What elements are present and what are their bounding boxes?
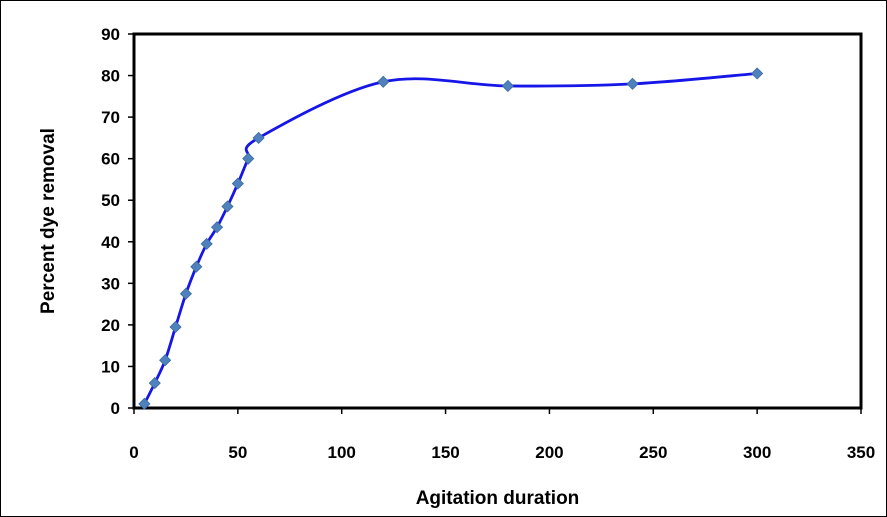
x-tick-label: 0 [129, 443, 138, 462]
plot-area [132, 32, 863, 410]
y-tick-label: 50 [101, 191, 120, 210]
data-point-marker [501, 79, 514, 93]
data-point-marker [138, 397, 151, 410]
data-point-marker [377, 75, 390, 88]
x-tick-label: 350 [847, 443, 875, 462]
y-tick-label: 10 [101, 357, 120, 376]
data-point-marker [211, 221, 224, 234]
y-axis-title: Percent dye removal [38, 128, 59, 314]
x-tick-label: 300 [743, 443, 771, 462]
data-point-marker [200, 237, 213, 250]
y-axis-ticks: 0 10 20 30 40 50 60 70 80 90 [101, 25, 134, 418]
data-point-marker [252, 131, 265, 144]
x-tick-label: 100 [328, 443, 356, 462]
data-point-marker [148, 377, 161, 390]
data-point-marker [626, 77, 639, 90]
data-point-marker [159, 354, 172, 367]
x-axis-title: Agitation duration [416, 488, 580, 509]
y-tick-label: 60 [101, 150, 120, 169]
y-tick-label: 20 [101, 316, 120, 335]
x-axis-ticks: 0 50 100 150 200 250 300 350 [129, 408, 875, 462]
data-point-marker [231, 177, 244, 190]
data-point-marker [190, 260, 203, 273]
x-tick-label: 250 [639, 443, 667, 462]
data-point-marker [221, 200, 234, 213]
data-point-marker [169, 320, 182, 334]
data-point-marker [751, 67, 764, 80]
data-point-marker [179, 287, 192, 300]
x-tick-label: 200 [535, 443, 563, 462]
y-tick-label: 40 [101, 233, 120, 252]
y-tick-label: 0 [111, 399, 120, 418]
y-tick-label: 70 [101, 108, 120, 127]
x-tick-label: 50 [228, 443, 247, 462]
data-point-marker [242, 152, 255, 165]
y-tick-label: 80 [101, 67, 120, 86]
y-tick-label: 30 [101, 274, 120, 293]
x-tick-label: 150 [431, 443, 459, 462]
series-layer [138, 67, 764, 410]
y-tick-label: 90 [101, 25, 120, 44]
